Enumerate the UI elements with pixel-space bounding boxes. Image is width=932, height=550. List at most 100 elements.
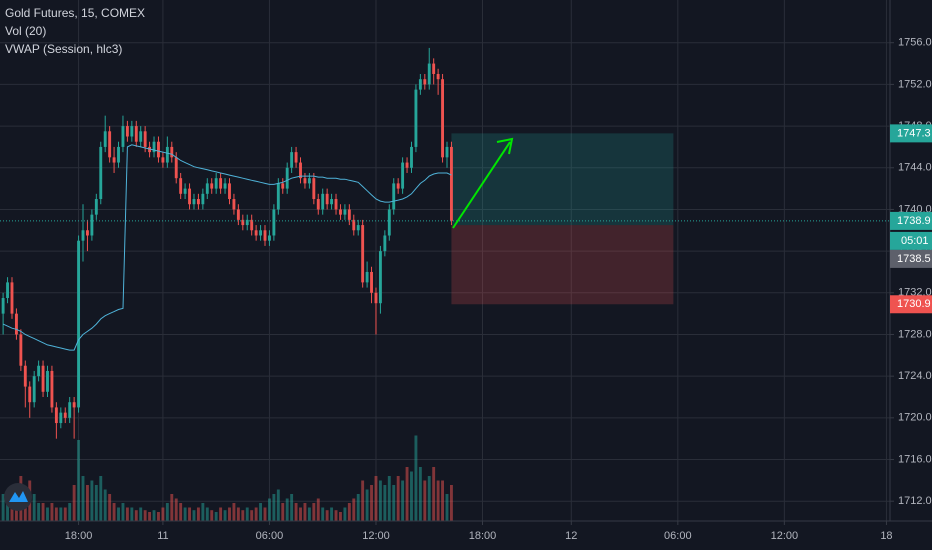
volume-bar <box>32 494 36 521</box>
volume-bar <box>347 503 351 521</box>
y-tick-label: 1756.0 <box>898 37 932 49</box>
candle-body <box>241 219 245 226</box>
volume-bar <box>72 485 76 521</box>
target-label: 1747.3 <box>897 127 931 139</box>
candle-body <box>396 183 400 189</box>
profit-zone[interactable] <box>451 133 674 226</box>
volume-bar <box>161 507 165 521</box>
candle-body <box>254 230 258 236</box>
volume-bar <box>174 498 178 521</box>
candle-body <box>117 146 120 163</box>
volume-bar <box>290 494 294 521</box>
candle-body <box>77 240 81 408</box>
volume-bar <box>201 503 205 521</box>
volume-bar <box>339 512 342 521</box>
volume-bar <box>170 494 174 521</box>
symbol-title: Gold Futures, 15, COMEX <box>5 6 145 20</box>
position-tool[interactable] <box>451 133 674 305</box>
candle-body <box>86 230 89 236</box>
volume-bar <box>405 467 409 521</box>
candle-body <box>316 199 320 210</box>
candle-body <box>152 141 156 153</box>
candle-body <box>112 157 116 163</box>
volume-bar <box>259 503 263 521</box>
volume-bar <box>378 480 382 521</box>
volume-bar <box>432 467 436 521</box>
vwap-line <box>2 144 452 351</box>
candle-body <box>14 313 18 335</box>
volume-bar <box>94 485 98 521</box>
volume-bar <box>81 476 85 521</box>
volume-bar <box>427 476 431 521</box>
candle-body <box>392 183 396 210</box>
candle-body <box>432 63 436 74</box>
volume-bar <box>392 485 396 521</box>
volume-bar <box>86 485 89 521</box>
volume-bar <box>103 489 107 521</box>
volume-bar <box>68 503 72 521</box>
volume-bar <box>188 507 191 521</box>
volume-bar <box>214 512 218 521</box>
candle-body <box>267 235 271 241</box>
candle-body <box>334 199 338 210</box>
entry-label: 1738.5 <box>897 253 931 265</box>
volume-bar <box>210 510 214 521</box>
stop-label-bg <box>890 295 932 314</box>
candle-body <box>294 152 298 163</box>
volume-bar <box>401 480 405 521</box>
volume-bar <box>219 507 223 521</box>
candle-body <box>347 209 351 220</box>
logo-icon[interactable] <box>9 491 28 502</box>
candle-body <box>441 79 445 158</box>
last-price-label-bg <box>890 211 932 230</box>
volume-bar <box>449 485 453 521</box>
arrow-head[interactable] <box>496 137 514 155</box>
volume-bar <box>148 512 152 521</box>
volume-bar <box>59 507 63 521</box>
candle-body <box>330 199 334 205</box>
volume-bar <box>352 498 356 521</box>
candle-body <box>94 199 98 215</box>
arrow[interactable] <box>452 141 511 229</box>
candle-body <box>307 178 311 184</box>
candle-body <box>54 407 58 424</box>
candle-body <box>259 230 263 236</box>
volume-bar <box>285 498 289 521</box>
candle-body <box>161 157 165 163</box>
candle-body <box>72 402 76 408</box>
loss-zone[interactable] <box>451 225 674 305</box>
candle-body <box>59 412 63 424</box>
candle-body <box>143 131 147 147</box>
candle-body <box>210 183 214 189</box>
candle-body <box>32 376 36 403</box>
candle-body <box>405 162 409 168</box>
volume-bar <box>312 503 316 521</box>
volume-bar <box>281 503 285 521</box>
volume-bar <box>374 476 378 521</box>
candle-body <box>232 199 236 210</box>
candle-body <box>418 79 422 90</box>
entry-label-bg <box>890 249 932 268</box>
candle-body <box>68 402 72 418</box>
volume-bar <box>387 476 391 521</box>
x-tick-label: 18 <box>880 530 892 542</box>
logo[interactable] <box>4 483 32 511</box>
candle-body <box>343 209 347 215</box>
candle-body <box>365 271 369 283</box>
volume-bar <box>6 503 9 521</box>
candle-body <box>361 225 365 283</box>
y-tick-label: 1728.0 <box>898 328 932 340</box>
candle-body <box>423 79 427 85</box>
candle-body <box>219 178 223 189</box>
candle-body <box>170 146 174 158</box>
candle-body <box>6 282 9 299</box>
x-tick-label: 18:00 <box>469 530 497 542</box>
candle-body <box>201 193 205 205</box>
candle-body <box>148 146 152 153</box>
volume-bar <box>152 510 156 521</box>
x-tick-label: 12 <box>565 530 577 542</box>
volume-bar <box>1 494 5 521</box>
volume-bar <box>108 494 112 521</box>
volume-bar <box>54 507 58 521</box>
